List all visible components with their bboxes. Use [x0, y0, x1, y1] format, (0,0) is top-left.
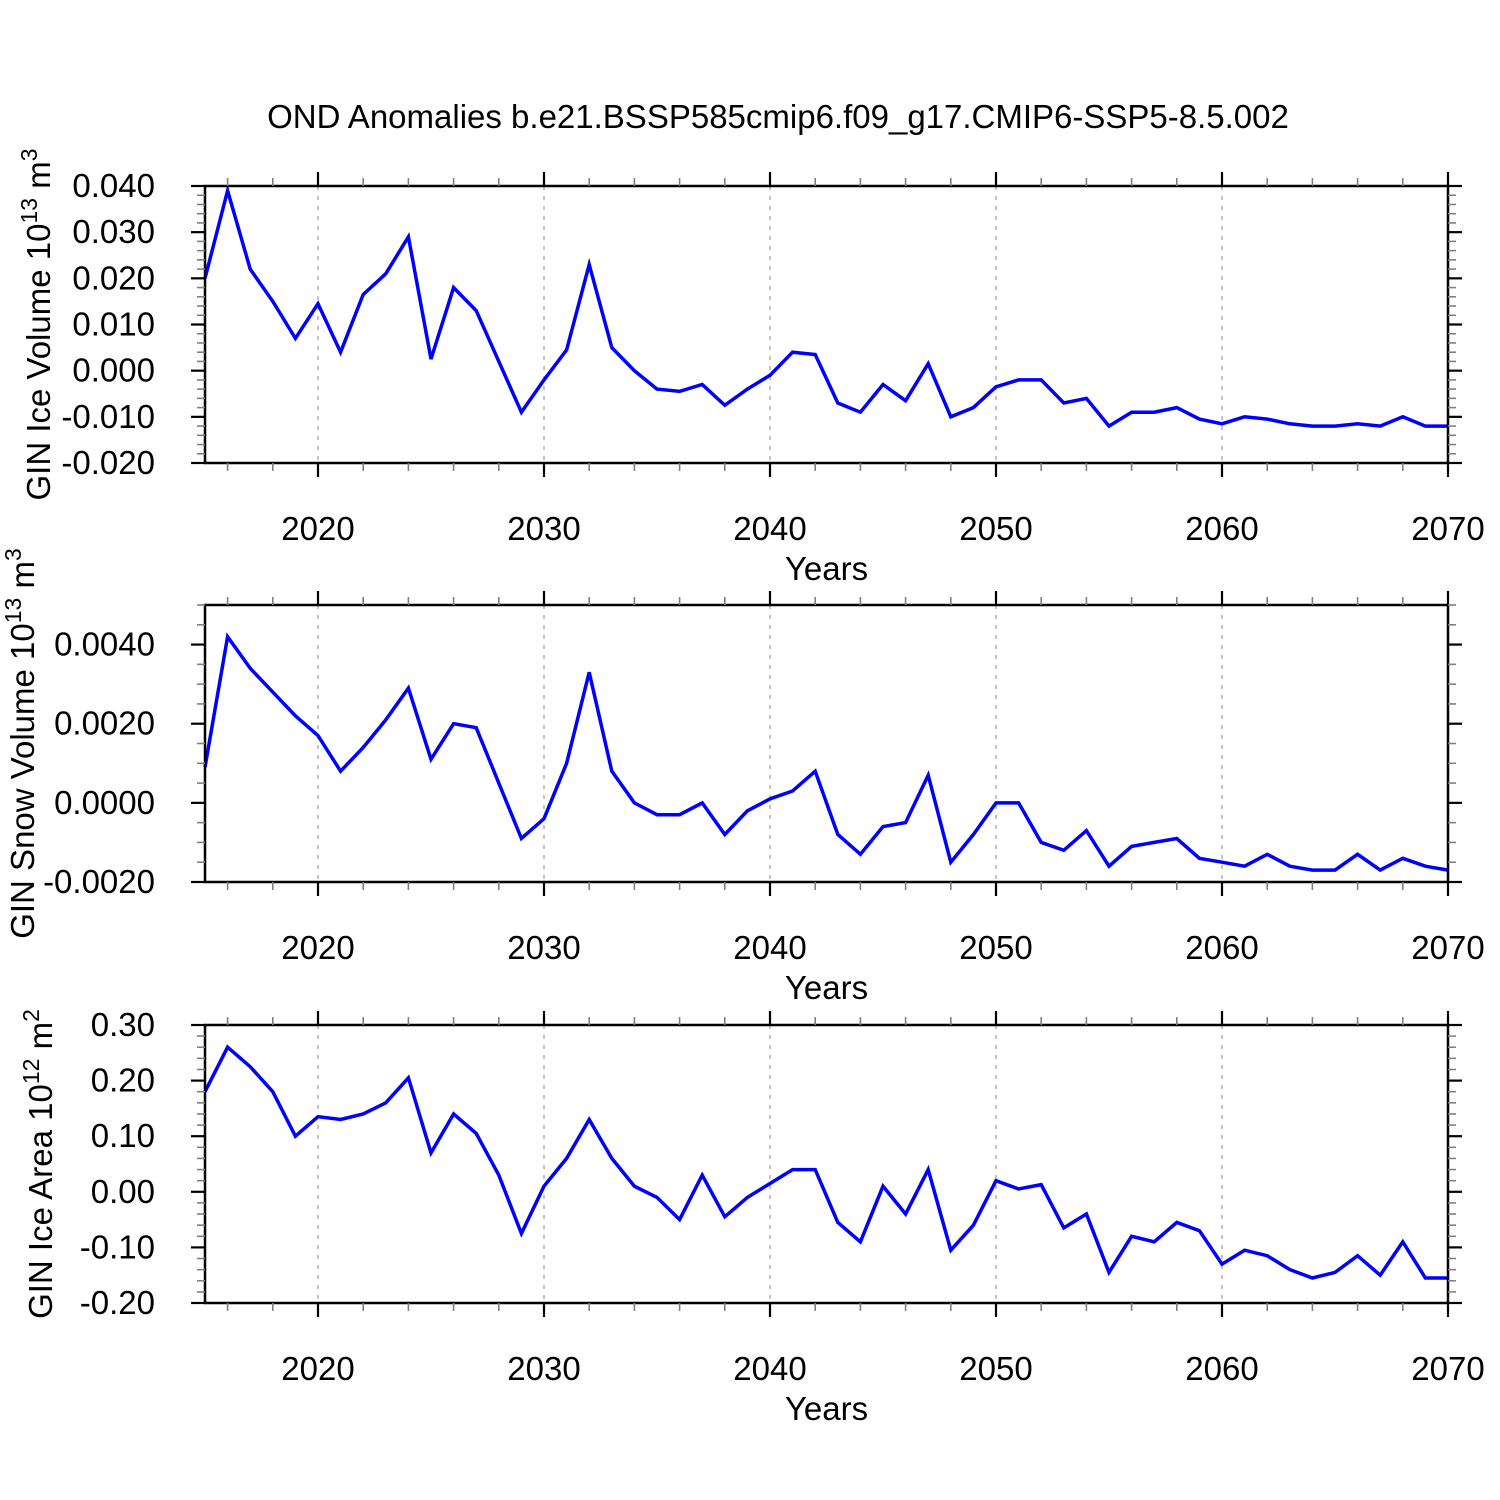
x-tick-label: 2020 — [281, 510, 354, 547]
y-tick-label: 0.020 — [72, 259, 155, 296]
y-tick-label: 0.010 — [72, 306, 155, 343]
data-line-gin-ice-area — [203, 1044, 1448, 1280]
x-tick-label: 2060 — [1185, 510, 1258, 547]
y-tick-label: -0.10 — [80, 1228, 155, 1265]
panel-frame — [203, 184, 1450, 465]
data-line-gin-ice-volume — [203, 183, 1448, 429]
x-axis-title: Years — [785, 969, 868, 1006]
x-ticks — [226, 172, 1450, 477]
x-tick-label: 2070 — [1411, 1350, 1484, 1387]
panel-gin-ice-volume: 2020 2030 2040 2050 2060 2070 Years -0.020 -0.01… — [16, 148, 1485, 587]
y-tick-label: 0.030 — [72, 213, 155, 250]
x-axis-title: Years — [785, 550, 868, 587]
x-tick-label: 2040 — [733, 929, 806, 966]
x-tick-label: 2050 — [959, 1350, 1032, 1387]
data-line-gin-snow-volume — [203, 632, 1449, 873]
y-tick-label: 0.0020 — [54, 705, 155, 742]
y-tick-label: -0.0020 — [43, 863, 155, 900]
x-tick-label: 2030 — [507, 929, 580, 966]
y-tick-label: 0.00 — [91, 1173, 155, 1210]
x-tick-label: 2060 — [1185, 929, 1258, 966]
x-tick-label: 2030 — [507, 1350, 580, 1387]
x-tick-label: 2030 — [507, 510, 580, 547]
x-tick-label: 2020 — [281, 929, 354, 966]
panel-gin-ice-area: 2020 2030 2040 2050 2060 2070 Years -0.20 -0.10 0… — [18, 1006, 1485, 1427]
x-tick-label: 2020 — [281, 1350, 354, 1387]
y-tick-label: 0.20 — [91, 1062, 155, 1099]
y-tick-label: 0.10 — [91, 1117, 155, 1154]
panel-gin-snow-volume: 2020 2030 2040 2050 2060 2070 Years -0.0020 0.00… — [0, 548, 1485, 1006]
y-tick-label: 0.0040 — [54, 626, 155, 663]
y-ticks — [191, 1023, 1462, 1305]
panels-group: 2020 2030 2040 2050 2060 2070 Years -0.020 -0.01… — [0, 148, 1485, 1427]
y-tick-label: 0.30 — [91, 1006, 155, 1043]
x-axis-title: Years — [785, 1390, 868, 1427]
y-axis-title: GIN Ice Area 1012 m2 — [18, 1009, 59, 1319]
y-tick-label: 0.0000 — [54, 784, 155, 821]
chart-title: OND Anomalies b.e21.BSSP585cmip6.f09_g17… — [267, 98, 1289, 135]
x-tick-label: 2050 — [959, 929, 1032, 966]
panel-frame — [203, 1023, 1450, 1305]
x-tick-label: 2040 — [733, 510, 806, 547]
y-axis-title: GIN Snow Volume 1013 m3 — [0, 548, 41, 939]
x-ticks — [226, 1011, 1450, 1317]
y-tick-label: 0.000 — [72, 352, 155, 389]
x-tick-label: 2070 — [1411, 929, 1484, 966]
y-ticks — [191, 184, 1462, 465]
y-axis-title: GIN Ice Volume 1013 m3 — [16, 148, 57, 500]
y-tick-label: -0.020 — [61, 444, 155, 481]
y-tick-label: -0.20 — [80, 1284, 155, 1321]
x-tick-label: 2050 — [959, 510, 1032, 547]
panel-frame — [203, 603, 1450, 884]
y-tick-label: -0.010 — [61, 398, 155, 435]
y-ticks — [191, 604, 1462, 884]
x-ticks — [226, 591, 1450, 896]
x-tick-label: 2040 — [733, 1350, 806, 1387]
x-tick-label: 2060 — [1185, 1350, 1258, 1387]
y-tick-label: 0.040 — [72, 167, 155, 204]
x-tick-label: 2070 — [1411, 510, 1484, 547]
